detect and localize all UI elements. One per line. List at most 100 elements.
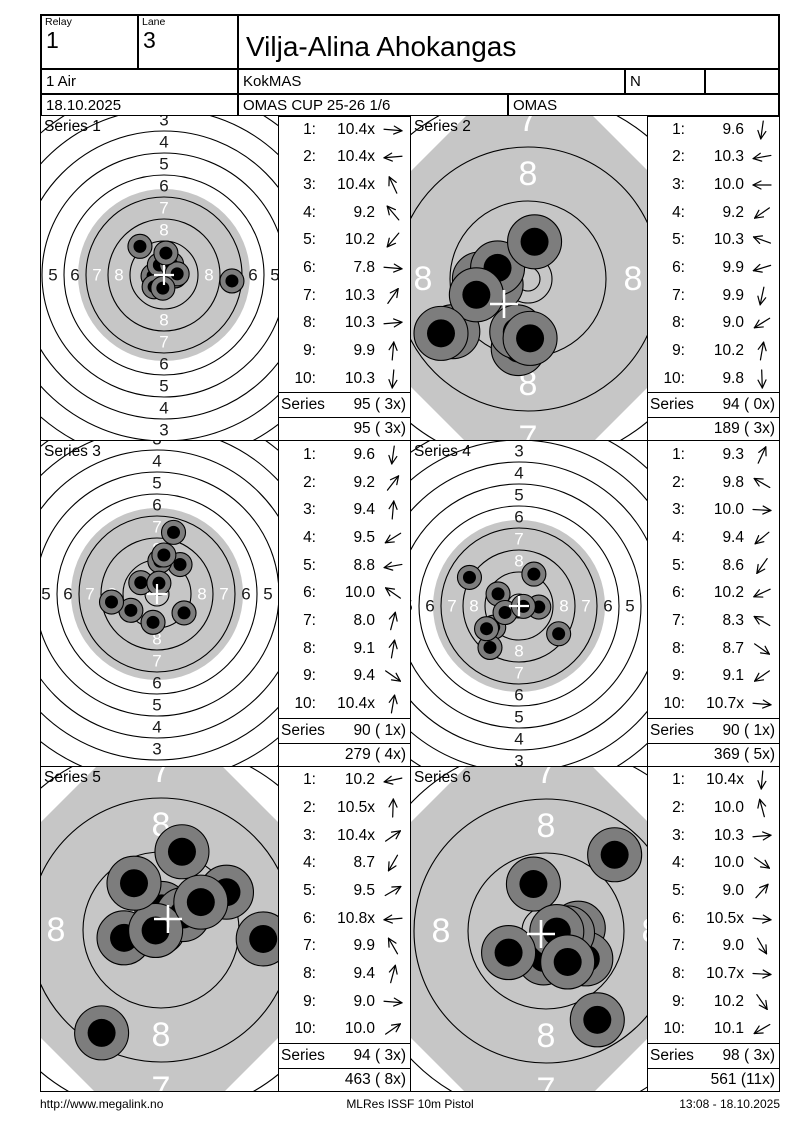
series-title: Series 3 — [44, 443, 101, 461]
ring-number-label: 8 — [159, 311, 168, 330]
shot-hole — [128, 570, 154, 596]
ring-number-label: 7 — [519, 116, 538, 139]
direction-arrow — [376, 174, 409, 196]
score-row: 9: 10.2 — [648, 988, 779, 1016]
ring-number-label: 6 — [152, 496, 161, 515]
shot-value: 9.4 — [353, 667, 375, 685]
shot-number: 10: — [663, 369, 685, 387]
shot-hole — [160, 520, 187, 546]
score-row: 10: 10.0 — [279, 1015, 410, 1043]
shot-value: 10.2 — [344, 231, 375, 249]
footer-url: http://www.megalink.no — [40, 1097, 164, 1111]
ring-number-label: 6 — [159, 177, 168, 196]
shot-hole — [74, 1004, 130, 1061]
shot-number: 2: — [303, 473, 316, 491]
relay-cell: Relay 1 — [42, 16, 137, 68]
direction-arrow — [745, 444, 778, 466]
shot-number: 1: — [303, 446, 316, 464]
direction-arrow — [745, 555, 778, 577]
series-total-row: 463 ( 8x) — [279, 1067, 410, 1091]
target-svg: 7 7 8 8 8 8 — [411, 766, 647, 1091]
shot-value: 10.2 — [713, 992, 744, 1010]
shot-number: 5: — [672, 556, 685, 574]
footer-app-title: MLRes ISSF 10m Pistol — [346, 1097, 474, 1111]
shot-value: 10.2 — [713, 584, 744, 602]
ring-number-label: 3 — [159, 421, 168, 440]
shot-value: 8.7 — [353, 854, 375, 872]
ring-number-label: 6 — [159, 355, 168, 374]
direction-arrow — [376, 119, 409, 141]
direction-arrow — [745, 1018, 778, 1040]
score-list: 1: 10.4x 2: 10.0 3: 10.3 4: 10.0 5: 9.0 6: 10.5x 7: 9… — [648, 767, 779, 1043]
shot-number: 7: — [303, 286, 316, 304]
shot-number: 1: — [303, 771, 316, 789]
direction-arrow — [376, 963, 409, 985]
direction-arrow-icon — [753, 642, 770, 655]
series-total-row: 561 (11x) — [648, 1067, 779, 1091]
shot-value: 10.0 — [713, 799, 744, 817]
score-row: 9: 9.0 — [279, 988, 410, 1016]
direction-arrow — [745, 229, 778, 251]
series-sum-row: Series 90 ( 1x) — [648, 717, 779, 743]
direction-arrow — [376, 582, 409, 604]
series-sum-value: 95 ( 3x) — [353, 396, 406, 414]
ring-number-label: 6 — [248, 266, 257, 285]
shot-value: 9.4 — [722, 529, 744, 547]
direction-arrow-icon — [388, 611, 398, 631]
ring-number-label: 8 — [624, 260, 643, 298]
direction-arrow — [376, 638, 409, 660]
header-row-1: Relay 1 Lane 3 Vilja-Alina Ahokangas — [42, 16, 778, 68]
relay-value: 1 — [46, 27, 59, 53]
direction-arrow-icon — [388, 639, 398, 659]
series-title: Series 1 — [44, 118, 101, 135]
direction-arrow — [745, 665, 778, 687]
shot-value: 10.3 — [344, 369, 375, 387]
direction-arrow-icon — [382, 914, 403, 924]
shot-value: 9.4 — [353, 501, 375, 519]
direction-arrow — [376, 499, 409, 521]
lane-cell: Lane 3 — [137, 16, 237, 68]
score-row: 1: 9.3 — [648, 441, 779, 469]
score-row: 2: 9.2 — [279, 469, 410, 497]
direction-arrow — [376, 991, 409, 1013]
shot-hole — [569, 991, 625, 1048]
shot-number: 1: — [672, 771, 685, 789]
target-svg: 333344445555666677778888 — [41, 441, 278, 766]
shot-value: 10.4x — [337, 694, 375, 712]
shot-hole — [146, 570, 172, 597]
direction-arrow — [376, 257, 409, 279]
shot-value: 10.4x — [706, 771, 744, 789]
score-row: 1: 10.4x — [279, 116, 410, 144]
shot-number: 9: — [672, 992, 685, 1010]
shot-value: 8.6 — [722, 556, 744, 574]
direction-arrow-icon — [384, 532, 401, 544]
direction-arrow-icon — [382, 997, 403, 1007]
shot-number: 6: — [303, 259, 316, 277]
shot-number: 8: — [303, 314, 316, 332]
direction-arrow-icon — [755, 993, 768, 1010]
direction-arrow-icon — [386, 475, 399, 491]
score-list: 1: 9.6 2: 9.2 3: 9.4 4: 9.5 5: 8.8 6: 10.0 7: 8.0 8: 9.… — [279, 441, 410, 717]
direction-arrow — [376, 368, 409, 390]
series-total-row: 279 ( 4x) — [279, 742, 410, 766]
shot-number: 10: — [294, 694, 316, 712]
competition-cell: OMAS CUP 25-26 1/6 — [237, 95, 507, 115]
shot-value: 10.2 — [344, 771, 375, 789]
shot-value: 10.1 — [713, 1020, 744, 1038]
direction-arrow — [745, 825, 778, 847]
target-panel: 333344445555666677778888Series 4 — [410, 441, 647, 766]
shot-value: 10.5x — [706, 909, 744, 927]
footer-datetime: 13:08 - 18.10.2025 — [679, 1097, 781, 1111]
ring-circle — [411, 483, 642, 729]
score-row: 6: 9.9 — [648, 254, 779, 282]
ring-number-label: 5 — [159, 377, 168, 396]
direction-arrow-icon — [384, 829, 401, 842]
ring-number-label: 5 — [514, 486, 523, 505]
ring-number-label: 7 — [537, 1071, 556, 1091]
ring-number-label: 7 — [537, 767, 556, 791]
shot-value: 10.7x — [706, 964, 744, 982]
score-row: 9: 9.9 — [279, 337, 410, 365]
shot-hole — [98, 589, 125, 615]
shot-hole — [140, 610, 166, 636]
score-panel: 1: 9.6 2: 9.2 3: 9.4 4: 9.5 5: 8.8 6: 10.0 7: 8.0 8: 9.… — [278, 441, 410, 766]
